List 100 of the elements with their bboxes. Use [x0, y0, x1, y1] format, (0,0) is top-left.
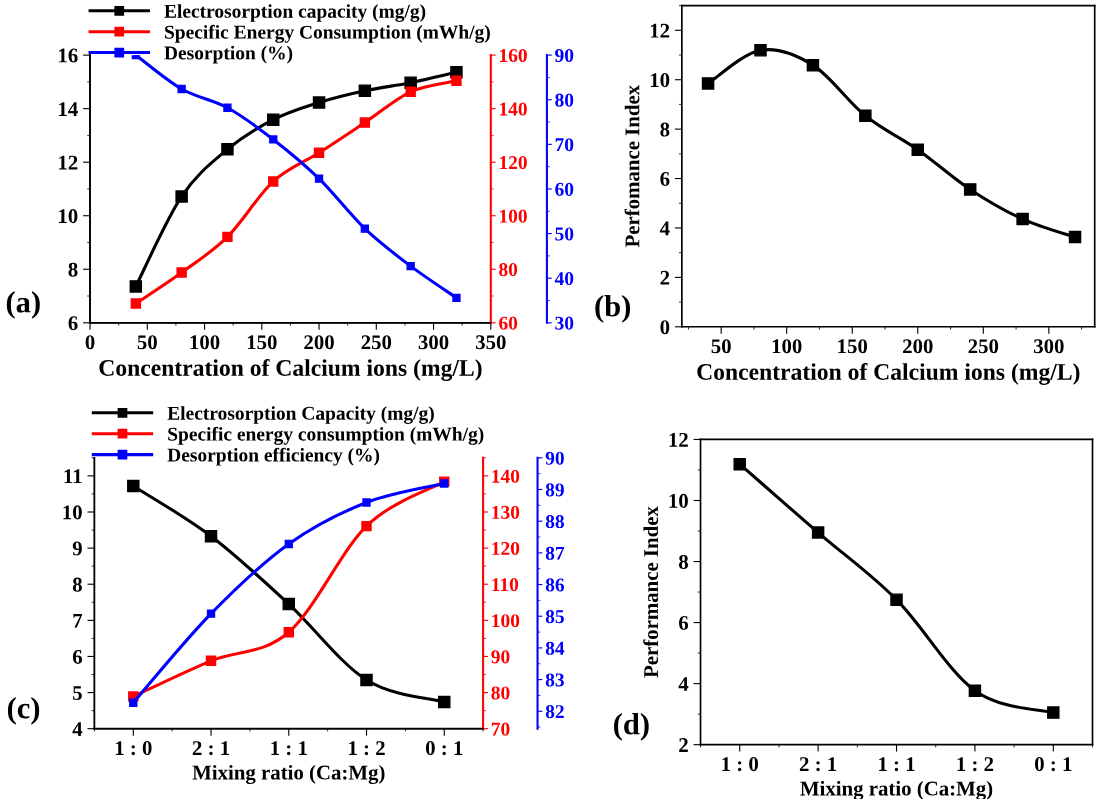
y-tick-label: 16: [59, 48, 78, 63]
y-tick-label: 10: [669, 493, 688, 508]
y2-tick-label: 100: [492, 614, 520, 628]
x-tick-label: 2 : 1: [799, 757, 837, 772]
x-tick-label: 200: [903, 339, 933, 354]
y-tick-label: 6: [68, 316, 78, 331]
point: [1047, 706, 1060, 719]
point: [1068, 230, 1082, 244]
x-tick-label: 250: [361, 335, 392, 350]
text: (c): [7, 696, 40, 725]
point: [129, 280, 143, 293]
point: [361, 520, 372, 532]
x-tick-label: 0 : 1: [1035, 757, 1072, 772]
x-tick-label: 1 : 1: [879, 757, 915, 772]
y3-tick-label: 88: [545, 515, 564, 529]
y-tick-label: 10: [650, 73, 670, 88]
point: [130, 298, 142, 309]
y3-tick-label: 89: [545, 483, 564, 497]
y2-tick-label: 70: [491, 722, 510, 736]
point: [284, 539, 293, 549]
y3-tick-label: 30: [555, 316, 574, 330]
x-tick-label: 1 : 2: [349, 741, 385, 756]
point: [360, 673, 373, 687]
point: [222, 231, 233, 243]
point: [701, 77, 715, 90]
point: [406, 261, 415, 271]
y-tick-label: 6: [679, 616, 689, 631]
point: [127, 479, 140, 493]
text: (a): [6, 291, 40, 319]
y-tick-label: 11: [64, 469, 82, 484]
y-tick-label: 12: [59, 155, 78, 170]
x-tick-label: 50: [137, 335, 157, 350]
y2-tick-label: 160: [500, 48, 527, 63]
x-tick-label: 100: [772, 339, 802, 354]
point: [754, 44, 767, 57]
y-axis-title: Performance Index: [643, 506, 659, 678]
point: [359, 117, 371, 128]
y-tick-label: 12: [669, 432, 688, 447]
y-tick-label: 6: [72, 649, 83, 664]
y3-tick-label: 50: [555, 227, 574, 241]
legend-label: Specific energy consumption (mWh/g): [168, 426, 484, 445]
point: [452, 293, 461, 302]
y3-tick-label: 80: [555, 93, 574, 107]
x-tick-label: 0: [85, 335, 95, 350]
point: [223, 103, 232, 112]
x-tick-label: 100: [190, 335, 220, 350]
y-axis-title: Perfomance Index: [624, 85, 640, 248]
y2-tick-label: 120: [500, 156, 527, 170]
x-tick-label: 350: [475, 335, 506, 350]
point: [205, 655, 217, 667]
x-tick-label: 50: [711, 339, 731, 354]
y3-tick-label: 83: [545, 673, 564, 687]
y-tick-label: 8: [72, 577, 82, 592]
point: [911, 143, 925, 156]
point: [733, 457, 746, 471]
x-tick-label: 300: [418, 335, 449, 350]
y-tick-label: 4: [678, 677, 689, 691]
y-tick-label: 4: [659, 221, 670, 236]
y3-tick-label: 70: [555, 138, 574, 152]
point: [283, 627, 294, 638]
y3-tick-label: 60: [555, 182, 574, 196]
y3-tick-label: 82: [545, 705, 564, 719]
point: [176, 267, 187, 278]
point: [438, 695, 451, 709]
y-tick-label: 9: [72, 541, 82, 556]
point: [313, 147, 325, 159]
y3-tick-label: 85: [545, 610, 564, 624]
point: [358, 84, 372, 97]
x-axis-title: Mixing ratio (Ca:Mg): [192, 764, 385, 784]
point: [806, 58, 820, 72]
y2-tick-label: 130: [492, 505, 520, 519]
x-tick-label: 1 : 1: [271, 741, 307, 756]
point: [968, 684, 982, 697]
y3-tick-label: 87: [545, 546, 565, 560]
y2-tick-label: 90: [491, 650, 510, 664]
x-axis-title: Concentration of Calcium ions (mg/L): [697, 363, 1080, 385]
point: [1016, 212, 1029, 226]
point: [405, 86, 416, 98]
y2-tick-label: 80: [491, 686, 510, 700]
y3-tick-label: 40: [554, 272, 574, 286]
legend-label: Electrosorption capacity (mg/g): [164, 4, 426, 22]
x-tick-label: 0 : 1: [425, 741, 463, 756]
point: [177, 84, 186, 94]
x-axis-title: Mixing ratio (Ca:Mg): [800, 780, 993, 799]
y2-tick-label: 120: [492, 541, 520, 556]
y2-tick-label: 60: [499, 316, 518, 330]
x-tick-label: 1 : 2: [957, 757, 994, 772]
y-tick-label: 6: [660, 171, 670, 186]
point: [206, 609, 216, 618]
point: [859, 109, 872, 123]
y-tick-label: 0: [660, 320, 670, 335]
point: [221, 143, 234, 156]
point: [811, 526, 825, 539]
y-tick-label: 5: [73, 686, 82, 701]
y-tick-label: 10: [63, 505, 82, 520]
point: [451, 75, 462, 87]
point: [314, 174, 324, 183]
x-tick-label: 250: [968, 339, 999, 354]
legend-label: Desorption (%): [164, 45, 293, 64]
y-tick-label: 12: [650, 23, 670, 38]
